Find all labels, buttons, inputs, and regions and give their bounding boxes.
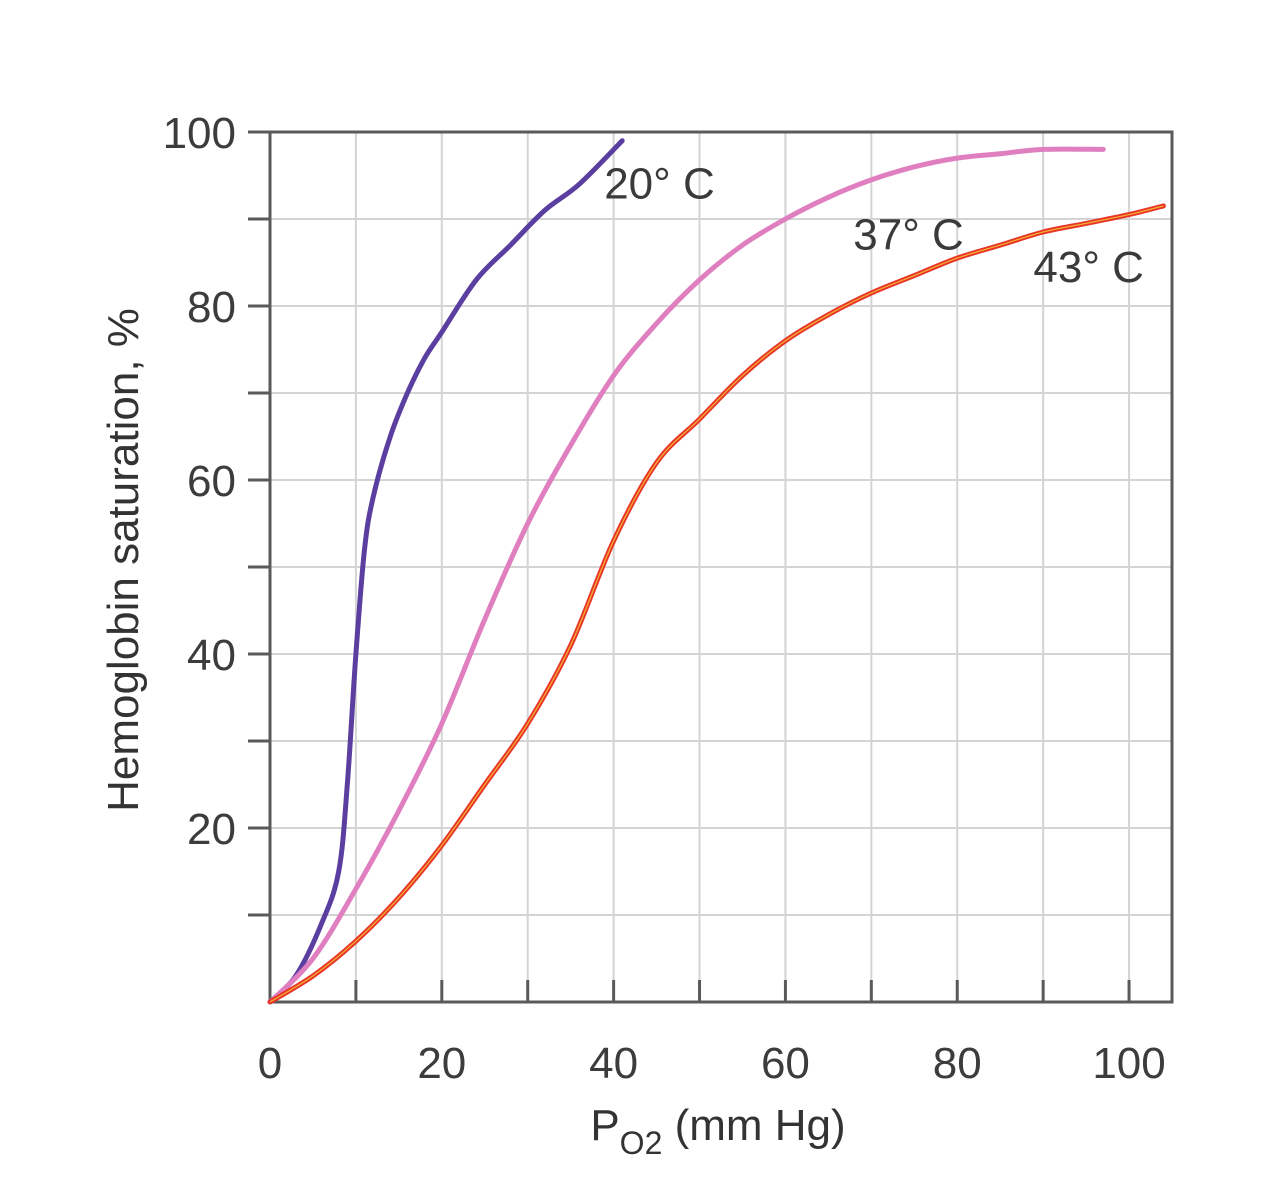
y-axis-label: Hemoglobin saturation, % <box>99 308 148 812</box>
grid-lines <box>270 132 1172 1002</box>
x-tick-label: 40 <box>589 1039 638 1088</box>
series-line-37c <box>267 146 1106 1005</box>
series-line-20c <box>267 138 625 1005</box>
axis-ticks: 0 20 40 60 80 100 20 40 60 80 100 <box>163 109 1166 1088</box>
series-label-43c: 43° C <box>1033 243 1144 292</box>
series-lines <box>267 138 1166 1005</box>
x-tick-label: 100 <box>1092 1039 1165 1088</box>
x-tick-label: 0 <box>258 1039 282 1088</box>
y-tick-label: 100 <box>163 109 236 158</box>
y-tick-label: 20 <box>187 805 236 854</box>
x-axis-label-main: P <box>590 1101 619 1150</box>
x-tick-label: 20 <box>417 1039 466 1088</box>
y-tick-label: 60 <box>187 457 236 506</box>
x-axis-label-suffix: (mm Hg) <box>662 1101 845 1150</box>
x-axis-label-subscript: O2 <box>620 1125 663 1161</box>
series-line-43c-highlight <box>269 205 1164 1003</box>
y-tick-label: 80 <box>187 283 236 332</box>
x-tick-label: 60 <box>761 1039 810 1088</box>
x-axis-label: PO2 (mm Hg) <box>590 1101 845 1161</box>
y-tick-label: 40 <box>187 631 236 680</box>
series-label-20c: 20° C <box>604 160 715 209</box>
x-tick-label: 80 <box>933 1039 982 1088</box>
series-label-37c: 37° C <box>853 210 964 259</box>
labels: 20° C 37° C 43° C <box>604 160 1144 292</box>
